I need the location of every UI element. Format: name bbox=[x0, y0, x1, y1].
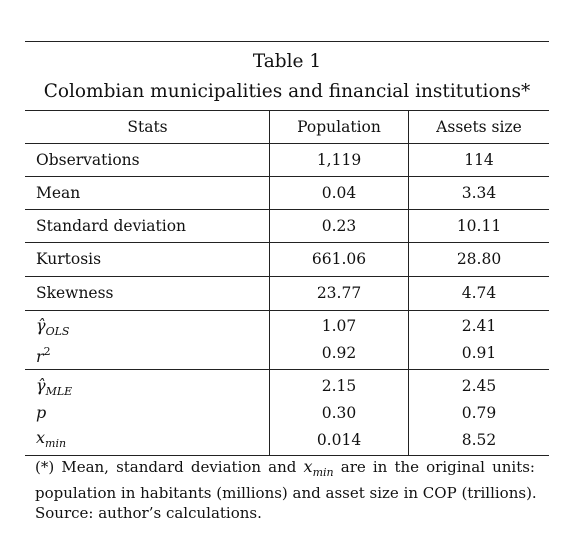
row-label-standard-deviation: Standard deviation bbox=[36, 217, 187, 235]
math-subscript: min bbox=[312, 466, 334, 479]
row-label-gamma-mle: γ̂MLE bbox=[36, 377, 72, 401]
cell-assets: 10.11 bbox=[456, 217, 502, 235]
cell-assets: 2.45 bbox=[461, 377, 497, 395]
column-header-stats: Stats bbox=[127, 118, 168, 136]
row-label-x-min: xmin bbox=[36, 429, 66, 453]
row-rule bbox=[25, 209, 549, 210]
row-label-p: p bbox=[36, 404, 46, 422]
cell-population: 1,119 bbox=[316, 151, 362, 169]
row-label-kurtosis: Kurtosis bbox=[36, 250, 102, 268]
table-title: Table 1 bbox=[252, 51, 322, 72]
row-label-mean: Mean bbox=[36, 184, 81, 202]
footnote-line: population in habitants (millions) and a… bbox=[35, 484, 537, 502]
cell-population: 661.06 bbox=[311, 250, 367, 268]
cell-population: 0.014 bbox=[316, 431, 362, 449]
cell-population: 0.92 bbox=[321, 344, 357, 362]
row-rule bbox=[25, 276, 549, 277]
column-divider bbox=[408, 110, 409, 455]
cell-population: 1.07 bbox=[321, 317, 357, 335]
cell-assets: 2.41 bbox=[461, 317, 497, 335]
header-bottom-rule bbox=[25, 143, 549, 144]
row-label-gamma-ols: γ̂OLS bbox=[36, 317, 69, 341]
mle-bottom-rule bbox=[25, 455, 549, 456]
cell-assets: 28.80 bbox=[456, 250, 502, 268]
cell-population: 0.30 bbox=[321, 404, 357, 422]
column-divider bbox=[269, 110, 270, 455]
row-label-skewness: Skewness bbox=[36, 284, 114, 302]
column-header-population: Population bbox=[297, 118, 381, 136]
math-symbol: p bbox=[36, 403, 47, 422]
row-rule bbox=[25, 310, 549, 311]
header-top-rule bbox=[25, 110, 549, 111]
math-symbol: γ̂ bbox=[36, 316, 46, 335]
cell-population: 2.15 bbox=[321, 377, 357, 395]
math-subscript: MLE bbox=[45, 385, 73, 398]
footnote-math: xmin bbox=[303, 457, 334, 479]
footnote-text: are in the original units: bbox=[340, 458, 535, 476]
cell-assets: 8.52 bbox=[461, 431, 497, 449]
row-label-observations: Observations bbox=[36, 151, 140, 169]
math-superscript: 2 bbox=[43, 345, 51, 358]
math-symbol: r bbox=[36, 347, 44, 366]
table-subtitle: Colombian municipalities and financial i… bbox=[43, 81, 531, 102]
row-label-r-squared: r2 bbox=[36, 343, 51, 366]
footnote-text: (*) Mean, standard deviation and bbox=[35, 458, 297, 476]
row-rule bbox=[25, 242, 549, 243]
math-symbol: x bbox=[36, 428, 46, 447]
math-symbol: x bbox=[303, 457, 313, 476]
cell-assets: 4.74 bbox=[461, 284, 497, 302]
math-subscript: OLS bbox=[45, 325, 70, 338]
footnote-source: Source: author’s calculations. bbox=[35, 504, 262, 522]
cell-population: 23.77 bbox=[316, 284, 362, 302]
math-subscript: min bbox=[45, 437, 67, 450]
ols-bottom-rule bbox=[25, 369, 549, 370]
cell-assets: 0.91 bbox=[461, 344, 497, 362]
cell-population: 0.04 bbox=[321, 184, 357, 202]
math-symbol: γ̂ bbox=[36, 376, 46, 395]
cell-assets: 3.34 bbox=[461, 184, 497, 202]
cell-population: 0.23 bbox=[321, 217, 357, 235]
footnote-line: (*) Mean, standard deviation and xmin ar… bbox=[35, 457, 535, 483]
table-footnote: (*) Mean, standard deviation and xmin ar… bbox=[35, 457, 537, 523]
row-rule bbox=[25, 176, 549, 177]
cell-assets: 114 bbox=[464, 151, 494, 169]
column-header-assets: Assets size bbox=[436, 118, 522, 136]
top-rule bbox=[25, 41, 549, 42]
cell-assets: 0.79 bbox=[461, 404, 497, 422]
